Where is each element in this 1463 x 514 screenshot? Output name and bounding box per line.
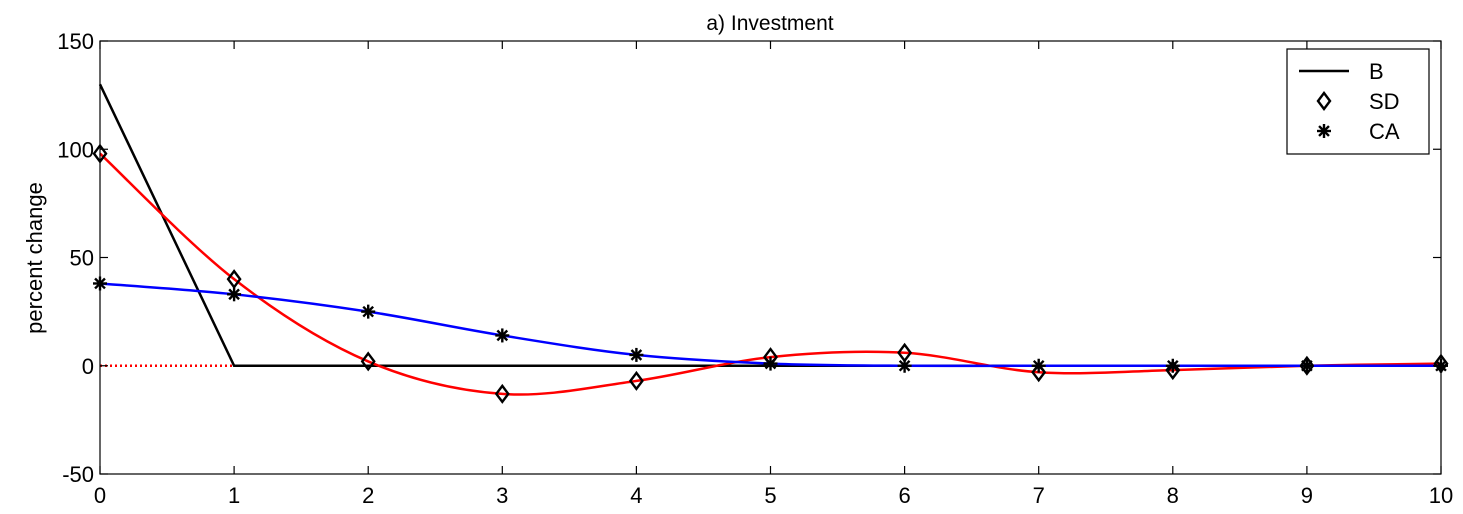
x-tick-label: 10	[1429, 483, 1453, 508]
plot-area	[92, 83, 1449, 404]
series-ca-marker	[495, 328, 510, 343]
legend-label-ca: CA	[1369, 119, 1400, 144]
x-tick-label: 6	[898, 483, 910, 508]
x-tick-label: 9	[1301, 483, 1313, 508]
series-ca-marker	[763, 356, 778, 371]
x-tick-label: 5	[764, 483, 776, 508]
legend-swatch-ca	[1317, 124, 1331, 138]
legend-item-ca: CA	[1317, 119, 1400, 144]
chart-title: a) Investment	[706, 12, 833, 35]
x-tick-label: 4	[630, 483, 642, 508]
y-tick-label: 100	[57, 137, 94, 162]
x-tick-label: 8	[1167, 483, 1179, 508]
x-tick-label: 7	[1033, 483, 1045, 508]
x-tick-label: 2	[362, 483, 374, 508]
x-tick-label: 3	[496, 483, 508, 508]
series-ca-marker	[629, 347, 644, 362]
series-ca-marker	[1299, 358, 1314, 373]
y-tick-label: -50	[62, 462, 94, 487]
series-ca-marker	[1165, 358, 1180, 373]
legend-box	[1286, 48, 1430, 155]
y-tick-label: 0	[82, 354, 94, 379]
series-ca-marker	[1031, 358, 1046, 373]
y-tick-label: 50	[70, 246, 94, 271]
series-sd-marker	[628, 370, 644, 391]
legend-item-b: B	[1299, 59, 1384, 84]
y-axis-label: percent change	[22, 182, 47, 334]
axes-frame	[99, 40, 1442, 475]
x-tick-label: 0	[94, 483, 106, 508]
x-tick-label: 1	[228, 483, 240, 508]
legend: B SD CA	[1286, 48, 1430, 155]
legend-swatch-sd	[1316, 91, 1332, 111]
y-tick-label: 150	[57, 29, 94, 54]
series-sd-marker	[360, 351, 376, 372]
series-ca-marker	[361, 304, 376, 319]
series-ca-marker	[227, 287, 242, 302]
series-sd-marker	[226, 269, 242, 290]
series-sd-marker	[494, 383, 510, 404]
series-b-line	[98, 83, 1441, 367]
series-ca-marker	[897, 358, 912, 373]
legend-label-b: B	[1369, 59, 1384, 84]
legend-item-sd: SD	[1316, 89, 1400, 114]
legend-label-sd: SD	[1369, 89, 1400, 114]
series-sd-marker	[1165, 360, 1181, 381]
